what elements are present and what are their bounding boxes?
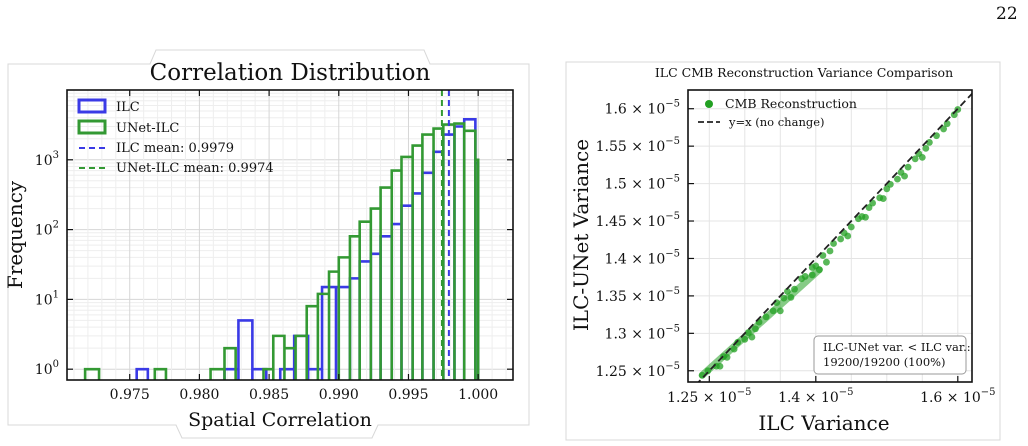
scatter-point — [752, 325, 759, 333]
histogram-plot-frame — [66, 89, 514, 381]
scatter-point — [791, 285, 798, 293]
scatter-annotation: ILC-UNet var. < ILC var.: 19200/19200 (1… — [813, 335, 971, 375]
annotation-box — [813, 335, 967, 375]
y-tick-label: 1.4 × 10−5 — [605, 248, 680, 267]
scatter-point — [734, 338, 742, 346]
histogram-chart: Correlation Distribution 0.975 0.980 0.985… — [3, 60, 514, 431]
histogram-x-ticks: 0.975 0.980 0.985 0.990 0.995 1.000 — [110, 90, 498, 403]
legend-patch-unet-ilc — [77, 119, 107, 135]
scatter-point — [704, 367, 712, 375]
scatter-y-label: ILC-UNet Variance — [569, 139, 593, 331]
histogram-y-label: Frequency — [3, 180, 27, 289]
x-tick-label: 0.980 — [179, 387, 219, 403]
x-tick-label: 1.25 × 10−5 — [667, 387, 751, 406]
page-number: 22 — [996, 4, 1018, 24]
histogram-y-ticks: 100 101 102 103 — [35, 150, 513, 378]
scatter-point — [769, 307, 777, 315]
x-tick-label: 1.4 × 10−5 — [778, 387, 853, 406]
y-tick-label: 1.45 × 10−5 — [596, 211, 680, 230]
scatter-point — [911, 155, 919, 163]
x-tick-label: 0.975 — [110, 387, 150, 403]
histogram-grid — [67, 90, 513, 380]
histogram-x-label: Spatial Correlation — [188, 409, 372, 431]
scatter-point — [823, 258, 830, 266]
reference-line-y-equals-x — [697, 93, 972, 382]
scatter-x-ticks: 1.25 × 10−5 1.4 × 10−5 1.6 × 10−5 — [667, 376, 996, 406]
scatter-point — [762, 313, 770, 321]
scatter-point — [748, 333, 756, 341]
scatter-point — [904, 163, 912, 171]
scatter-point — [830, 240, 837, 247]
scatter-point — [801, 273, 809, 280]
x-tick-label: 1.000 — [458, 387, 498, 403]
scatter-point — [926, 139, 933, 146]
scatter-point — [776, 307, 784, 315]
y-tick-label: 1.25 × 10−5 — [596, 361, 680, 380]
left-figure-frame — [7, 49, 530, 439]
legend-label-cmb-reconstruction: CMB Reconstruction — [725, 96, 857, 111]
x-tick-label: 0.985 — [249, 387, 289, 403]
scatter-point — [741, 335, 749, 343]
scatter-point — [723, 353, 731, 361]
y-tick-label: 103 — [35, 150, 59, 169]
scatter-point — [780, 294, 788, 302]
x-tick-label: 0.990 — [319, 387, 359, 403]
histogram-series-unet-ilc — [83, 122, 480, 380]
annotation-line-2: 19200/19200 (100%) — [823, 355, 946, 369]
legend-label-unet-ilc: UNet-ILC — [116, 121, 179, 136]
scatter-point — [844, 232, 852, 240]
annotation-line-1: ILC-UNet var. < ILC var.: — [823, 340, 971, 354]
y-tick-label: 1.35 × 10−5 — [596, 286, 680, 305]
histogram-bars — [83, 118, 480, 380]
x-tick-label: 0.995 — [388, 387, 428, 403]
scatter-point — [862, 213, 869, 221]
scatter-point — [943, 120, 951, 128]
scatter-legend: CMB Reconstruction y=x (no change) — [698, 96, 857, 129]
histogram-mean-lines — [440, 90, 450, 380]
scatter-grid — [688, 90, 972, 382]
y-tick-label: 1.5 × 10−5 — [605, 174, 680, 193]
legend-label-reference: y=x (no change) — [728, 115, 825, 129]
scatter-plot-frame — [687, 89, 973, 383]
scatter-point — [922, 145, 930, 152]
scatter-point — [837, 235, 845, 243]
scatter-point — [894, 175, 901, 183]
histogram-title: Correlation Distribution — [150, 60, 431, 86]
scatter-title: ILC CMB Reconstruction Variance Comparis… — [655, 65, 953, 80]
legend-label-ilc-mean: ILC mean: 0.9979 — [116, 141, 234, 156]
scatter-point — [808, 271, 816, 279]
legend-marker-cmb-reconstruction — [705, 100, 713, 108]
scatter-point — [787, 293, 795, 301]
scatter-point — [826, 247, 834, 255]
scatter-point — [716, 362, 724, 370]
y-tick-label: 1.55 × 10−5 — [596, 136, 680, 155]
scatter-chart: ILC CMB Reconstruction Variance Comparis… — [569, 65, 996, 435]
histogram-legend: ILC UNet-ILC ILC mean: 0.9979 UNet-ILC m… — [77, 98, 274, 176]
y-tick-label: 1.3 × 10−5 — [605, 323, 680, 342]
scatter-point — [847, 223, 855, 231]
scatter-point — [730, 345, 738, 353]
scatter-point — [879, 195, 887, 202]
scatter-point — [784, 288, 791, 295]
x-tick-label: 1.6 × 10−5 — [920, 387, 995, 406]
scatter-y-ticks: 1.25 × 10−5 1.3 × 10−5 1.35 × 10−5 1.4 × 10… — [596, 99, 694, 380]
scatter-point — [918, 153, 926, 161]
y-tick-label: 1.6 × 10−5 — [605, 99, 680, 118]
scatter-point — [940, 125, 947, 133]
legend-label-ilc: ILC — [116, 100, 140, 115]
scatter-x-label: ILC Variance — [758, 411, 889, 435]
y-tick-label: 101 — [35, 289, 59, 308]
scatter-point — [815, 266, 823, 274]
y-tick-label: 102 — [35, 220, 59, 239]
right-figure-frame — [565, 61, 1001, 441]
scatter-point — [901, 172, 908, 180]
legend-label-unet-ilc-mean: UNet-ILC mean: 0.9974 — [116, 161, 274, 176]
y-tick-label: 100 — [35, 359, 59, 378]
legend-patch-ilc — [77, 98, 107, 114]
